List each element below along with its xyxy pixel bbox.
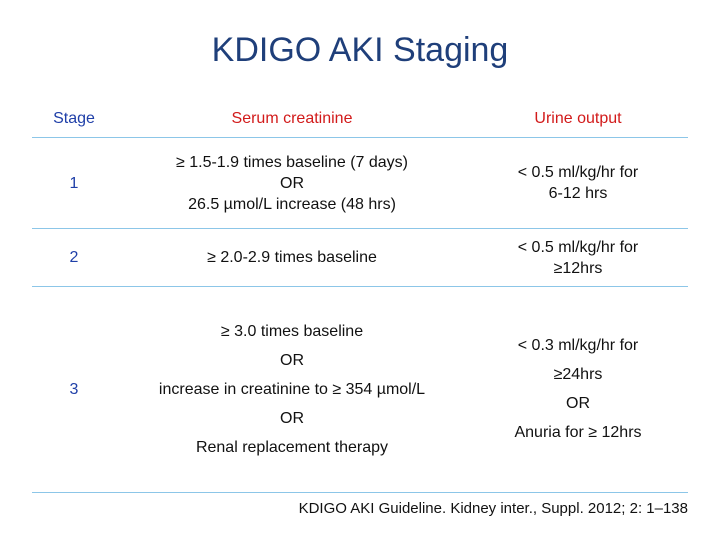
criteria-line: < 0.5 ml/kg/hr for	[517, 238, 639, 256]
table-row-stage-1: 1 ≥ 1.5-1.9 times baseline (7 days) OR 2…	[32, 138, 688, 229]
criteria-line: 26.5 µmol/L increase (48 hrs)	[188, 195, 396, 213]
criteria-line: Renal replacement therapy	[195, 438, 389, 456]
criteria-line: ≥12hrs	[553, 259, 603, 277]
stage-number: 3	[69, 381, 79, 398]
creatinine-criteria: ≥ 1.5-1.9 times baseline (7 days) OR 26.…	[116, 152, 468, 215]
aki-staging-table: Stage Serum creatinine Urine output 1 ≥ …	[32, 100, 688, 493]
criteria-line: ≥ 2.0-2.9 times baseline	[207, 249, 377, 266]
header-urine-output: Urine output	[534, 110, 622, 127]
criteria-line: OR	[280, 351, 304, 369]
table-header-row: Stage Serum creatinine Urine output	[32, 100, 688, 138]
urine-criteria: < 0.3 ml/kg/hr for ≥24hrs OR Anuria for …	[468, 328, 688, 451]
criteria-line: OR	[280, 409, 304, 427]
criteria-line: ≥ 1.5-1.9 times baseline (7 days)	[176, 153, 408, 171]
criteria-line: OR	[566, 395, 590, 412]
criteria-line: ≥ 3.0 times baseline	[220, 322, 364, 340]
citation-footnote: KDIGO AKI Guideline. Kidney inter., Supp…	[298, 500, 688, 517]
urine-criteria: < 0.5 ml/kg/hr for ≥12hrs	[468, 237, 688, 279]
criteria-line: < 0.3 ml/kg/hr for	[517, 337, 639, 354]
creatinine-criteria: ≥ 2.0-2.9 times baseline	[116, 247, 468, 268]
stage-number: 2	[69, 249, 79, 266]
creatinine-criteria: ≥ 3.0 times baseline OR increase in crea…	[116, 314, 468, 466]
criteria-line: ≥24hrs	[553, 366, 603, 383]
criteria-line: < 0.5 ml/kg/hr for	[517, 164, 639, 181]
criteria-line: 6-12 hrs	[548, 185, 608, 202]
criteria-line: OR	[280, 174, 304, 192]
stage-number: 1	[69, 174, 79, 192]
criteria-line: Anuria for ≥ 12hrs	[514, 424, 642, 441]
header-serum-creatinine: Serum creatinine	[231, 110, 353, 127]
table-row-stage-2: 2 ≥ 2.0-2.9 times baseline < 0.5 ml/kg/h…	[32, 229, 688, 287]
urine-criteria: < 0.5 ml/kg/hr for 6-12 hrs	[468, 162, 688, 204]
page-title: KDIGO AKI Staging	[211, 31, 509, 69]
table-row-stage-3: 3 ≥ 3.0 times baseline OR increase in cr…	[32, 287, 688, 493]
criteria-line: increase in creatinine to ≥ 354 µmol/L	[158, 380, 426, 398]
header-stage: Stage	[53, 110, 95, 127]
